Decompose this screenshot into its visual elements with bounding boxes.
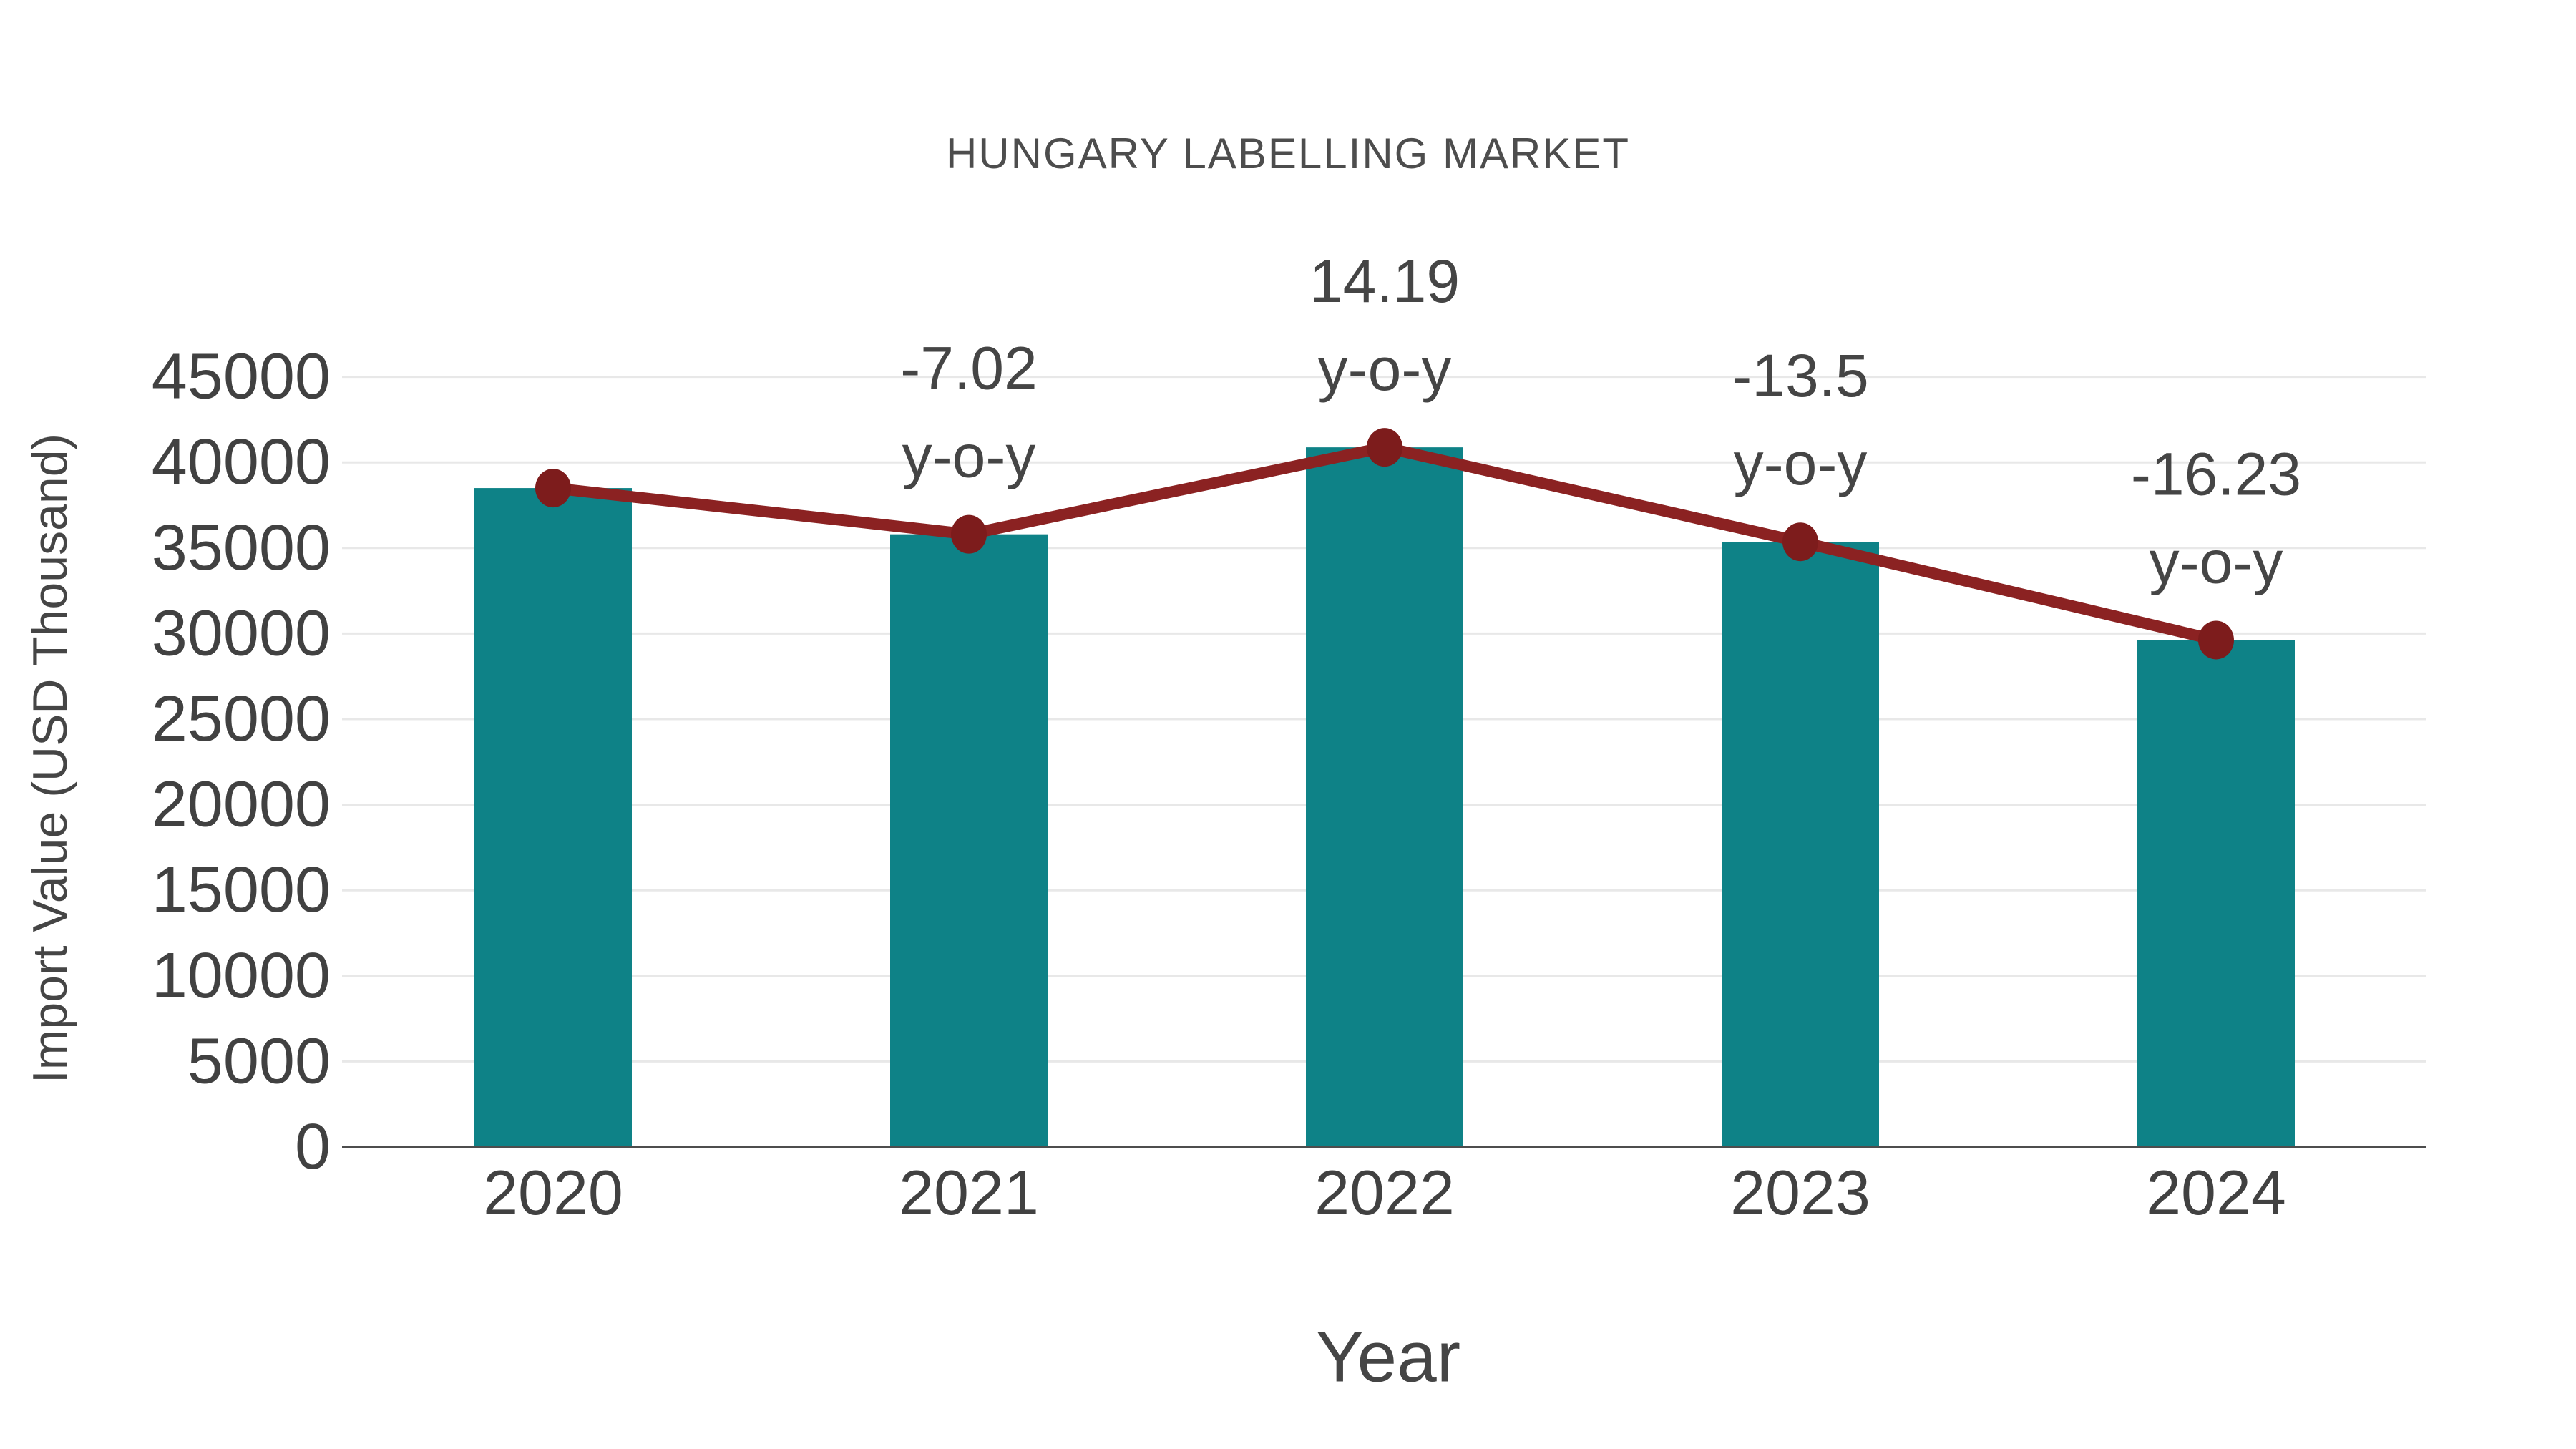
y-tick-label-25000: 25000 [152,683,331,755]
x-tick-label-2021: 2021 [899,1157,1039,1228]
x-axis-title: Year [1315,1317,1461,1397]
bar-2024 [2137,640,2295,1147]
y-tick-label-40000: 40000 [152,426,331,498]
bar-2022 [1306,447,1463,1147]
bar-2021 [890,534,1048,1147]
annotation-suffix-2021: y-o-y [902,423,1036,490]
y-tick-label-10000: 10000 [152,940,331,1012]
y-tick-label-0: 0 [295,1111,331,1183]
annotation-value-2024: -16.23 [2131,440,2301,507]
chart-title: HUNGARY LABELLING MARKET [945,130,1631,177]
y-tick-label-5000: 5000 [187,1025,331,1097]
annotation-value-2021: -7.02 [900,335,1037,402]
bar-2020 [474,488,632,1147]
annotation-suffix-2022: y-o-y [1318,336,1452,403]
annotation-suffix-2024: y-o-y [2150,528,2283,595]
marker-2021 [951,514,987,554]
y-tick-label-30000: 30000 [152,597,331,669]
annotation-suffix-2023: y-o-y [1734,430,1868,497]
y-tick-label-35000: 35000 [152,512,331,584]
x-tick-label-2022: 2022 [1314,1157,1455,1228]
x-tick-label-2020: 2020 [483,1157,623,1228]
marker-2020 [535,469,571,508]
x-tick-label-2024: 2024 [2146,1157,2286,1228]
y-tick-label-15000: 15000 [152,854,331,926]
bar-2023 [1722,542,1879,1147]
marker-2023 [1782,522,1818,562]
y-tick-label-20000: 20000 [152,769,331,841]
annotation-value-2022: 14.19 [1309,248,1460,315]
y-tick-label-45000: 45000 [152,341,331,413]
x-tick-label-2023: 2023 [1730,1157,1870,1228]
annotation-value-2023: -13.5 [1732,342,1868,409]
marker-2024 [2198,620,2234,660]
marker-2022 [1367,428,1402,467]
